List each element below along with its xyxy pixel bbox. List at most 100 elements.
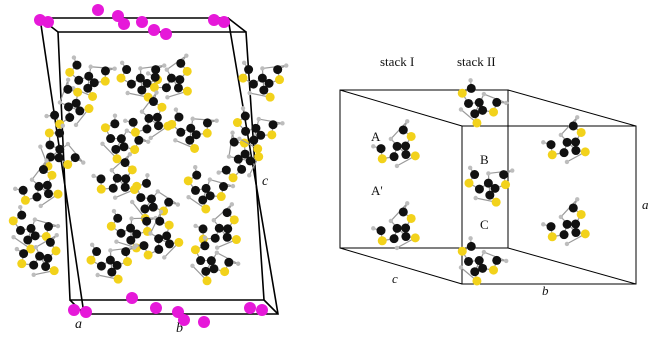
carbon-atom bbox=[148, 97, 158, 107]
carbon-atom bbox=[401, 223, 411, 233]
carbon-atom bbox=[571, 228, 581, 238]
sulfur-atom bbox=[377, 236, 387, 246]
carbon-atom bbox=[32, 192, 42, 202]
carbon-atom bbox=[209, 264, 219, 274]
carbon-atom bbox=[164, 197, 174, 207]
hydrogen-atom bbox=[33, 245, 39, 250]
carbon-atom bbox=[478, 105, 488, 115]
sulfur-atom bbox=[73, 87, 83, 97]
left-axis-c-label: c bbox=[262, 174, 269, 189]
left-molecule-19 bbox=[190, 235, 241, 286]
carbon-atom bbox=[176, 127, 186, 137]
carbon-atom bbox=[186, 123, 196, 133]
carbon-atom bbox=[499, 170, 509, 180]
hydrogen-atom bbox=[207, 177, 213, 182]
hydrogen-atom bbox=[124, 128, 130, 133]
left-metal-atoms bbox=[34, 4, 268, 328]
carbon-atom bbox=[478, 263, 488, 273]
hydrogen-atom bbox=[138, 66, 143, 71]
carbon-atom bbox=[152, 112, 162, 122]
hydrogen-atom bbox=[405, 201, 410, 206]
left-axis-a-label: a bbox=[75, 317, 82, 332]
sulfur-atom bbox=[265, 92, 275, 102]
carbon-atom bbox=[151, 65, 161, 75]
carbon-atom bbox=[65, 112, 75, 122]
left-molecule-9 bbox=[100, 113, 151, 164]
carbon-atom bbox=[142, 178, 152, 188]
carbon-atom bbox=[107, 267, 117, 277]
carbon-atom bbox=[210, 233, 220, 243]
carbon-atom bbox=[221, 165, 231, 175]
right-unit-cell bbox=[339, 89, 637, 285]
right-axis-b-label: b bbox=[542, 283, 549, 298]
sulfur-atom bbox=[63, 160, 73, 170]
hydrogen-atom bbox=[89, 242, 95, 248]
left-molecule-18 bbox=[193, 202, 241, 250]
sulfur-atom bbox=[100, 123, 110, 133]
hydrogen-atom bbox=[100, 141, 105, 146]
hydrogen-atom bbox=[31, 272, 36, 277]
sulfur-atom bbox=[157, 102, 167, 112]
carbon-atom bbox=[398, 207, 408, 217]
hydrogen-atom bbox=[541, 140, 546, 145]
left-molecule-16 bbox=[86, 242, 137, 284]
sulfur-atom bbox=[457, 246, 467, 256]
carbon-atom bbox=[120, 158, 130, 168]
carbon-atom bbox=[240, 149, 250, 159]
carbon-atom bbox=[72, 60, 82, 70]
stack-1-label: stack I bbox=[380, 54, 415, 69]
sulfur-atom bbox=[202, 276, 212, 286]
carbon-atom bbox=[121, 247, 131, 257]
carbon-atom bbox=[464, 98, 474, 108]
carbon-atom bbox=[376, 226, 386, 236]
carbon-atom bbox=[546, 140, 556, 150]
carbon-atom bbox=[490, 183, 500, 193]
carbon-atom bbox=[214, 223, 224, 233]
hydrogen-atom bbox=[486, 171, 491, 176]
sulfur-atom bbox=[167, 119, 177, 129]
hydrogen-atom bbox=[119, 60, 125, 66]
sulfur-atom bbox=[472, 118, 482, 128]
molecule-a-prime-label: A' bbox=[371, 183, 383, 198]
hydrogen-atom bbox=[88, 64, 93, 69]
carbon-atom bbox=[29, 260, 39, 270]
carbon-atom bbox=[175, 75, 185, 85]
sulfur-atom bbox=[51, 246, 61, 256]
left-molecules bbox=[8, 53, 289, 286]
sulfur-atom bbox=[26, 244, 36, 254]
carbon-atom bbox=[50, 110, 60, 120]
hydrogen-atom bbox=[109, 168, 115, 173]
sulfur-atom bbox=[202, 128, 212, 138]
carbon-atom bbox=[198, 195, 208, 205]
molecule-a-label: A bbox=[371, 129, 381, 144]
hydrogen-atom bbox=[125, 90, 130, 96]
hydrogen-atom bbox=[175, 202, 181, 207]
sulfur-atom bbox=[464, 178, 474, 188]
hydrogen-atom bbox=[11, 234, 16, 240]
carbon-atom bbox=[132, 229, 142, 239]
sulfur-atom bbox=[88, 91, 98, 101]
hydrogen-atom bbox=[112, 113, 118, 118]
carbon-atom bbox=[128, 117, 138, 127]
hydrogen-atom bbox=[371, 226, 376, 231]
sulfur-atom bbox=[238, 73, 248, 83]
sulfur-atom bbox=[253, 144, 263, 154]
sulfur-atom bbox=[228, 173, 238, 183]
sulfur-atom bbox=[489, 265, 499, 275]
carbon-atom bbox=[470, 267, 480, 277]
hydrogen-atom bbox=[184, 53, 189, 58]
carbon-atom bbox=[113, 213, 123, 223]
carbon-atom bbox=[142, 78, 152, 88]
carbon-atom bbox=[45, 140, 55, 150]
carbon-atom bbox=[154, 234, 164, 244]
sulfur-atom bbox=[112, 154, 122, 164]
left-molecule-21 bbox=[232, 106, 285, 154]
carbon-atom bbox=[139, 241, 149, 251]
sulfur-atom bbox=[182, 66, 192, 76]
carbon-atom bbox=[19, 249, 29, 259]
carbon-atom bbox=[83, 83, 93, 93]
carbon-atom bbox=[161, 83, 171, 93]
carbon-atom bbox=[136, 193, 146, 203]
sulfur-atom bbox=[254, 152, 264, 162]
carbon-atom bbox=[198, 224, 208, 234]
